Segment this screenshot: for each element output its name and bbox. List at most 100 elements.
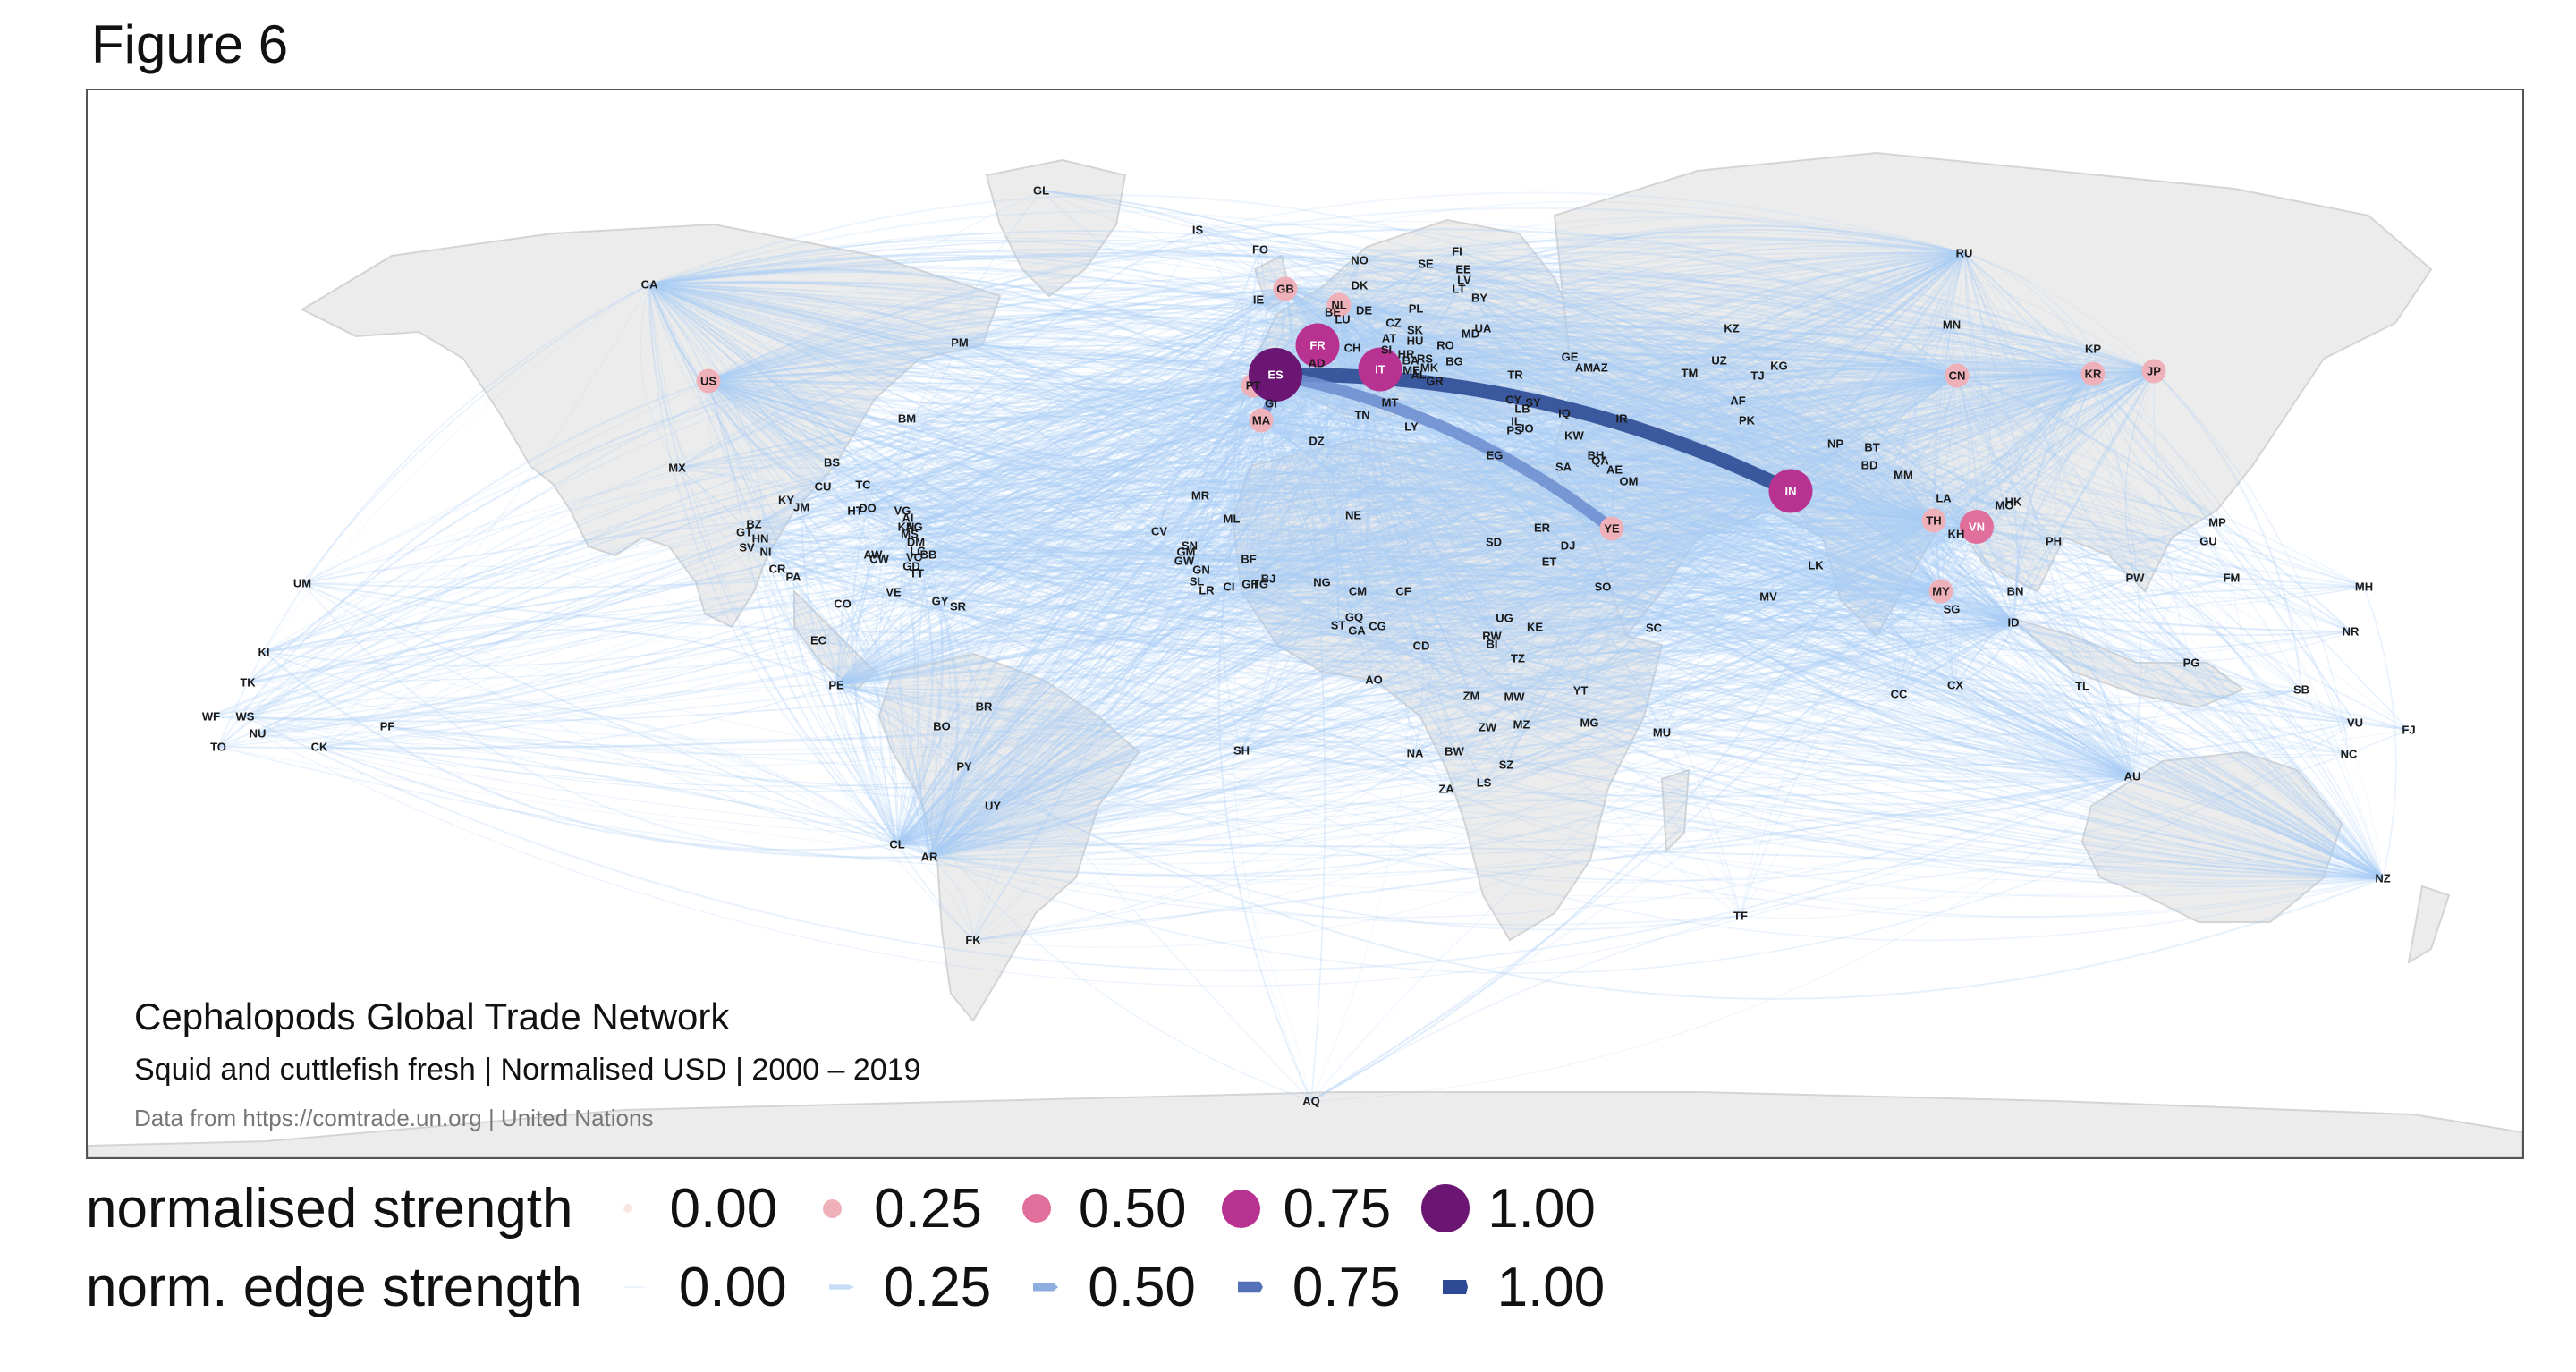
trade-edge	[822, 374, 1276, 487]
trade-edge	[896, 369, 1412, 845]
trade-edge	[1260, 360, 2155, 421]
trade-edge	[1260, 419, 2133, 778]
trade-edge	[1338, 297, 1480, 309]
trade-edge	[1316, 362, 1942, 592]
trade-edge	[854, 490, 1792, 617]
trade-edge	[1252, 385, 2384, 880]
trade-edge	[708, 380, 912, 567]
trade-edge	[896, 528, 1613, 845]
map-panel[interactable]: GL IS FO NO FI SE EE LV LT BY DK GB NL BE LU DE PL CZ SK AT…	[86, 89, 2524, 1159]
node-in[interactable]	[1768, 469, 1813, 513]
node-gb[interactable]	[1273, 276, 1298, 301]
trade-edge	[1479, 296, 1792, 492]
node-vn[interactable]	[1960, 510, 1994, 544]
trade-edge	[1563, 329, 2094, 414]
trade-edge	[939, 385, 1254, 602]
trade-edge	[708, 316, 2014, 623]
trade-edge	[2092, 373, 2351, 632]
trade-edge	[902, 418, 1262, 512]
node-nl[interactable]	[1326, 292, 1352, 318]
trade-edge	[1040, 190, 1340, 308]
trade-edge	[1611, 528, 2351, 632]
node-th[interactable]	[1921, 508, 1946, 533]
trade-edge	[1514, 370, 2155, 419]
trade-edge	[896, 622, 2014, 845]
trade-edge	[928, 446, 1873, 858]
trade-edge	[1487, 622, 2014, 728]
trade-edge	[913, 326, 1958, 528]
trade-edge	[909, 385, 1254, 535]
trade-edge	[835, 400, 1739, 686]
trade-edge	[1525, 428, 2384, 879]
trade-edge	[386, 724, 930, 858]
trade-edge	[708, 380, 1404, 592]
trade-edge	[1955, 375, 1970, 535]
trade-edge	[957, 304, 1340, 607]
trade-edge	[1790, 476, 2014, 503]
trade-edge	[928, 370, 2155, 858]
trade-edge	[318, 684, 837, 748]
trade-edge	[648, 240, 1464, 285]
trade-edge	[909, 374, 1276, 535]
country-label-ec: EC	[810, 634, 827, 648]
node-ma[interactable]	[1249, 408, 1274, 433]
trade-edge	[1260, 419, 1769, 597]
trade-edge	[1231, 518, 2014, 637]
trade-edge	[1356, 588, 1942, 632]
country-label-fo: FO	[1252, 243, 1268, 257]
trade-edge	[1379, 368, 1515, 698]
node-jp[interactable]	[2141, 359, 2166, 384]
trade-edge	[244, 343, 1318, 718]
trade-edge	[1337, 304, 1456, 752]
trade-edge	[648, 284, 1185, 562]
node-fr[interactable]	[1295, 323, 1340, 368]
trade-edge	[1338, 304, 1527, 429]
trade-edge	[835, 591, 894, 686]
trade-edge	[1456, 250, 2094, 376]
trade-edge	[743, 531, 931, 858]
trade-edge	[318, 369, 2155, 749]
country-label-ro: RO	[1436, 339, 1454, 352]
trade-edge	[1493, 487, 1792, 543]
trade-edge	[928, 622, 2014, 877]
trade-edge	[915, 476, 1978, 543]
node-ye[interactable]	[1599, 516, 1624, 541]
node-us[interactable]	[696, 368, 721, 394]
trade-edge	[896, 699, 2410, 845]
trade-edge	[1363, 309, 2014, 623]
trade-edge	[1241, 368, 1381, 751]
trade-edge	[867, 506, 1942, 634]
trade-edge	[1275, 374, 1519, 659]
landmass-north-america	[300, 223, 1002, 629]
trade-edge	[1933, 520, 2083, 687]
node-cn[interactable]	[1945, 363, 1970, 388]
node-kr[interactable]	[2080, 361, 2106, 386]
trade-edge	[835, 414, 1363, 686]
trade-edge	[1757, 372, 2094, 381]
trade-edge	[648, 284, 874, 555]
trade-edge	[1611, 478, 2218, 529]
trade-edge	[928, 464, 1870, 858]
node-my[interactable]	[1928, 579, 1953, 604]
trade-edge	[896, 554, 945, 845]
trade-edge	[963, 374, 1958, 767]
trade-edge	[1868, 252, 1965, 466]
trade-edge	[1342, 318, 1978, 528]
trade-edge	[648, 284, 1900, 696]
node-it[interactable]	[1358, 347, 1402, 392]
trade-edge	[301, 525, 1978, 634]
trade-edge	[1599, 367, 1792, 492]
trade-edge	[928, 586, 1604, 858]
trade-edge	[263, 651, 930, 858]
trade-edge	[1434, 251, 1965, 382]
trade-edge	[1611, 324, 1953, 529]
trade-edge	[854, 374, 1276, 512]
node-es[interactable]	[1249, 348, 1302, 402]
trade-edge	[1491, 642, 2133, 777]
trade-edge	[1267, 578, 2133, 806]
trade-edge	[753, 288, 1286, 525]
trade-edge	[1731, 252, 1965, 329]
country-label-mk: MK	[1420, 361, 1439, 375]
trade-edge	[909, 533, 1942, 644]
